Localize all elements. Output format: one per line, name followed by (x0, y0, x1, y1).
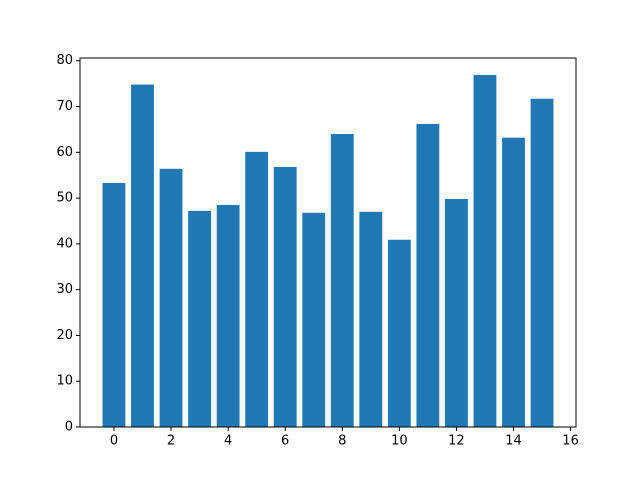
x-tick-label: 4 (224, 434, 232, 449)
y-tick-label: 70 (56, 99, 73, 114)
x-tick-label: 14 (505, 434, 522, 449)
bar (216, 204, 240, 427)
bar (330, 133, 354, 428)
x-tick-label: 12 (448, 434, 465, 449)
x-tick-label: 0 (110, 434, 118, 449)
bar (188, 210, 211, 427)
y-tick-label: 30 (56, 282, 73, 297)
bar (302, 212, 326, 427)
bar (273, 166, 297, 427)
y-tick-label: 60 (56, 145, 73, 160)
bar (245, 151, 269, 427)
bar (387, 239, 411, 427)
bar (530, 98, 554, 427)
bar (131, 84, 154, 428)
x-tick-label: 6 (281, 434, 289, 449)
y-tick-label: 0 (65, 420, 73, 435)
y-tick-label: 10 (56, 374, 73, 389)
bar (159, 168, 183, 427)
bar (359, 211, 383, 427)
bar (502, 137, 525, 428)
y-tick-label: 50 (56, 191, 73, 206)
bar (102, 182, 126, 427)
y-tick-label: 40 (56, 236, 73, 251)
bar (473, 74, 497, 427)
x-tick-label: 10 (391, 434, 408, 449)
x-tick-label: 16 (562, 434, 579, 449)
plot-frame (79, 57, 577, 428)
x-tick-label: 2 (167, 434, 175, 449)
y-tick-label: 80 (56, 53, 73, 68)
y-tick-label: 20 (56, 328, 73, 343)
bar (416, 123, 440, 427)
bar (445, 199, 468, 427)
x-tick-label: 8 (338, 434, 346, 449)
